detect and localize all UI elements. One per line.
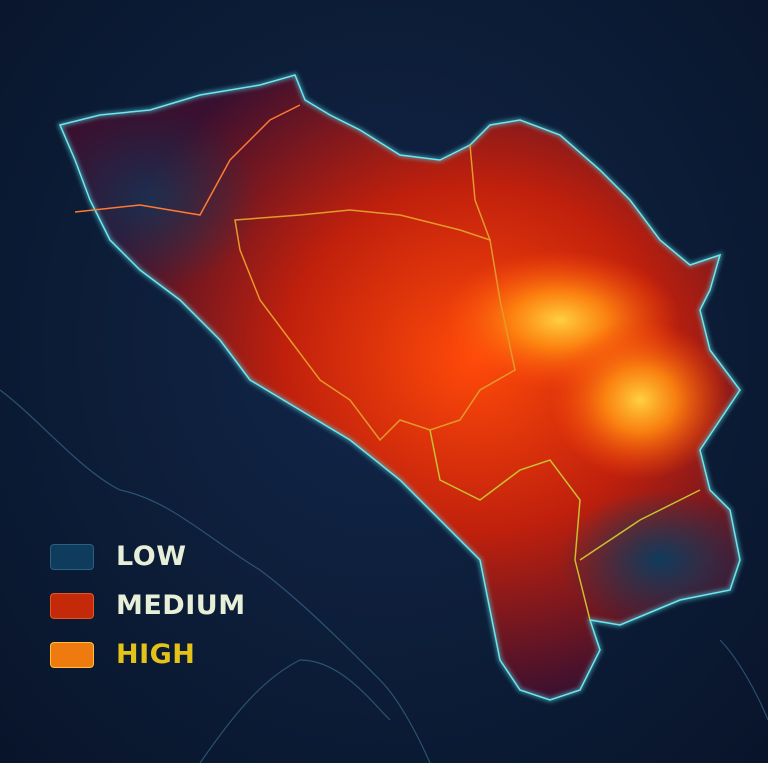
legend: LOW MEDIUM HIGH <box>50 532 246 679</box>
legend-item-medium: MEDIUM <box>50 581 246 630</box>
legend-label-low: LOW <box>116 541 187 572</box>
legend-label-medium: MEDIUM <box>116 590 246 621</box>
sea-coastlines <box>0 389 768 763</box>
legend-swatch-high <box>50 641 94 668</box>
legend-item-high: HIGH <box>50 630 246 679</box>
legend-swatch-low <box>50 543 94 570</box>
legend-item-low: LOW <box>50 532 246 581</box>
legend-label-high: HIGH <box>116 639 196 670</box>
internal-borders <box>74 104 701 621</box>
legend-swatch-medium <box>50 592 94 619</box>
